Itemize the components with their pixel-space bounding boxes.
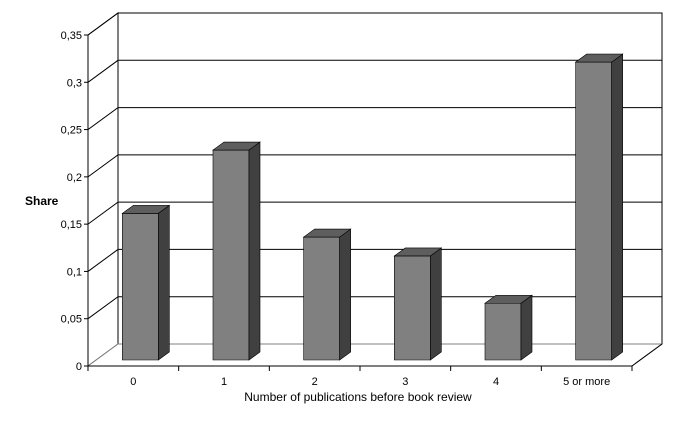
gridline: [87, 248, 662, 272]
bar-front: [303, 236, 340, 361]
bar: [212, 141, 261, 361]
y-tick-label: 0,35: [61, 30, 82, 42]
bar-side: [611, 53, 623, 361]
y-tick-label: 0,05: [61, 314, 82, 326]
x-tick-labels: 0 1 2 3 4 5 or more: [130, 376, 610, 388]
y-tick-label: 0,1: [67, 266, 82, 278]
bar-front: [484, 302, 522, 361]
x-tick-label: 3: [402, 376, 408, 388]
bar-side: [339, 228, 351, 361]
x-tick-label: 4: [493, 376, 499, 388]
bar-front: [394, 255, 431, 361]
x-axis-title: Number of publications before book revie…: [244, 390, 472, 404]
side-wall: [87, 12, 119, 367]
bar-top: [484, 294, 533, 304]
x-tick-label: 5 or more: [563, 376, 610, 388]
y-tick-label: 0,25: [61, 125, 82, 137]
bar: [302, 228, 352, 361]
gridline: [87, 201, 662, 225]
bar: [121, 204, 171, 361]
bar-top: [302, 228, 352, 238]
bar-top: [121, 205, 171, 214]
gridline: [87, 59, 662, 83]
bar-top: [574, 53, 624, 63]
y-tick-label: 0,15: [61, 219, 82, 231]
y-tick-labels: 0 0,05 0,1 0,15 0,2 0,25 0,3 0,35: [61, 30, 82, 373]
bar: [484, 294, 533, 361]
bars: [121, 53, 624, 361]
axes: [84, 34, 663, 371]
bar: [574, 53, 624, 361]
bar-top: [212, 141, 261, 151]
bar: [393, 247, 443, 361]
floor-edge: [631, 343, 663, 367]
bar-side: [520, 294, 533, 361]
y-tick-label: 0: [76, 361, 82, 373]
bar-front: [122, 213, 159, 361]
bar-side: [248, 141, 261, 361]
gridline: [87, 154, 662, 178]
gridline: [87, 296, 662, 320]
bar-front: [575, 61, 612, 361]
bar-top: [393, 247, 443, 257]
gridline: [87, 107, 662, 130]
x-tick-label: 1: [221, 376, 227, 388]
bar-side: [430, 247, 442, 361]
y-tick-label: 0,2: [67, 172, 82, 184]
gridlines: [87, 12, 662, 320]
gridline: [87, 12, 662, 36]
bar-side: [158, 204, 170, 361]
x-tick-label: 0: [130, 376, 136, 388]
y-tick-label: 0,3: [67, 77, 82, 89]
y-axis-title: Share: [25, 194, 59, 208]
x-tick-label: 2: [312, 376, 318, 388]
bar-front: [212, 149, 250, 361]
